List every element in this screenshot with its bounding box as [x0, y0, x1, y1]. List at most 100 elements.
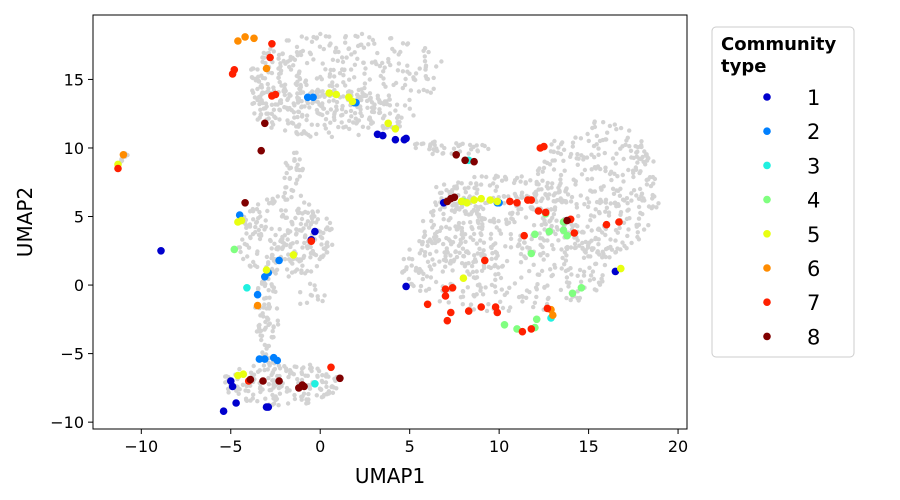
background-point — [288, 165, 294, 170]
background-point — [426, 49, 431, 55]
background-point — [465, 249, 470, 254]
background-point — [267, 237, 273, 243]
background-point — [499, 264, 505, 269]
data-point-type-8 — [461, 156, 469, 165]
background-point — [336, 49, 341, 55]
background-point — [303, 222, 309, 227]
background-point — [299, 114, 305, 119]
background-point — [466, 185, 471, 190]
data-point-type-8 — [257, 146, 266, 155]
background-point — [568, 199, 574, 204]
background-point — [577, 243, 582, 248]
background-point — [400, 85, 405, 91]
background-point — [542, 159, 547, 164]
background-point — [507, 285, 512, 290]
background-point — [343, 34, 348, 39]
background-point — [304, 300, 310, 305]
background-point — [304, 244, 310, 249]
background-point — [273, 271, 278, 276]
background-point — [306, 400, 311, 405]
background-point — [432, 262, 437, 267]
background-point — [330, 242, 335, 247]
background-point — [472, 253, 477, 258]
background-point — [456, 220, 462, 226]
background-point — [612, 139, 618, 145]
data-point-type-8 — [300, 382, 308, 391]
background-point — [552, 262, 557, 268]
background-point — [595, 249, 600, 254]
background-point — [275, 318, 280, 323]
background-point — [360, 90, 365, 96]
background-point — [484, 308, 490, 314]
background-point — [299, 216, 305, 222]
background-point — [471, 307, 477, 312]
y-axis-title: UMAP2 — [13, 187, 37, 257]
background-point — [257, 209, 262, 215]
background-point — [387, 111, 393, 116]
background-point — [431, 147, 436, 152]
background-point — [237, 366, 242, 372]
background-point — [296, 124, 301, 129]
background-point — [236, 391, 241, 396]
background-point — [519, 275, 524, 280]
background-point — [292, 157, 297, 162]
x-tick-label: 5 — [405, 437, 415, 456]
background-point — [573, 182, 578, 187]
background-point — [330, 57, 336, 62]
data-point-type-7 — [513, 199, 521, 207]
background-point — [594, 142, 599, 147]
background-point — [413, 145, 418, 151]
background-point — [413, 71, 419, 76]
background-point — [360, 124, 366, 129]
background-point — [571, 177, 576, 182]
background-point — [381, 81, 386, 87]
background-point — [290, 188, 296, 193]
background-point — [333, 49, 338, 55]
background-point — [308, 51, 313, 57]
background-point — [255, 67, 260, 72]
background-point — [596, 209, 602, 215]
background-point — [349, 114, 354, 119]
background-point — [588, 273, 594, 278]
background-point — [304, 36, 309, 41]
background-point — [585, 224, 590, 229]
background-point — [430, 257, 435, 262]
background-point — [339, 55, 345, 60]
data-point-type-2 — [303, 93, 312, 102]
data-point-type-5 — [391, 125, 400, 133]
background-point — [329, 384, 334, 390]
background-point — [348, 108, 354, 114]
background-point — [330, 390, 336, 395]
background-point — [300, 211, 305, 216]
background-point — [529, 236, 534, 242]
background-point — [319, 235, 325, 241]
background-point — [327, 83, 332, 88]
data-point-type-7 — [271, 90, 280, 99]
background-point — [319, 104, 324, 109]
background-point — [564, 295, 569, 301]
background-point — [575, 162, 580, 167]
background-point — [269, 200, 274, 205]
background-point — [487, 183, 493, 188]
data-point-type-5 — [493, 197, 502, 206]
background-point — [598, 166, 603, 172]
background-point — [336, 124, 341, 130]
background-point — [324, 250, 329, 255]
background-point — [600, 273, 605, 278]
background-point — [613, 238, 618, 243]
background-point — [504, 258, 510, 264]
background-point — [226, 390, 231, 395]
background-point — [496, 271, 501, 277]
background-point — [422, 253, 427, 258]
background-point — [577, 295, 583, 301]
x-tick-label: 0 — [315, 437, 325, 456]
background-point — [320, 373, 325, 378]
background-point — [261, 55, 267, 60]
background-point — [640, 211, 645, 217]
background-point — [333, 45, 339, 51]
background-point — [518, 251, 524, 257]
background-point — [322, 293, 327, 298]
background-point — [279, 214, 285, 219]
background-point — [633, 165, 638, 170]
background-point — [535, 171, 541, 177]
